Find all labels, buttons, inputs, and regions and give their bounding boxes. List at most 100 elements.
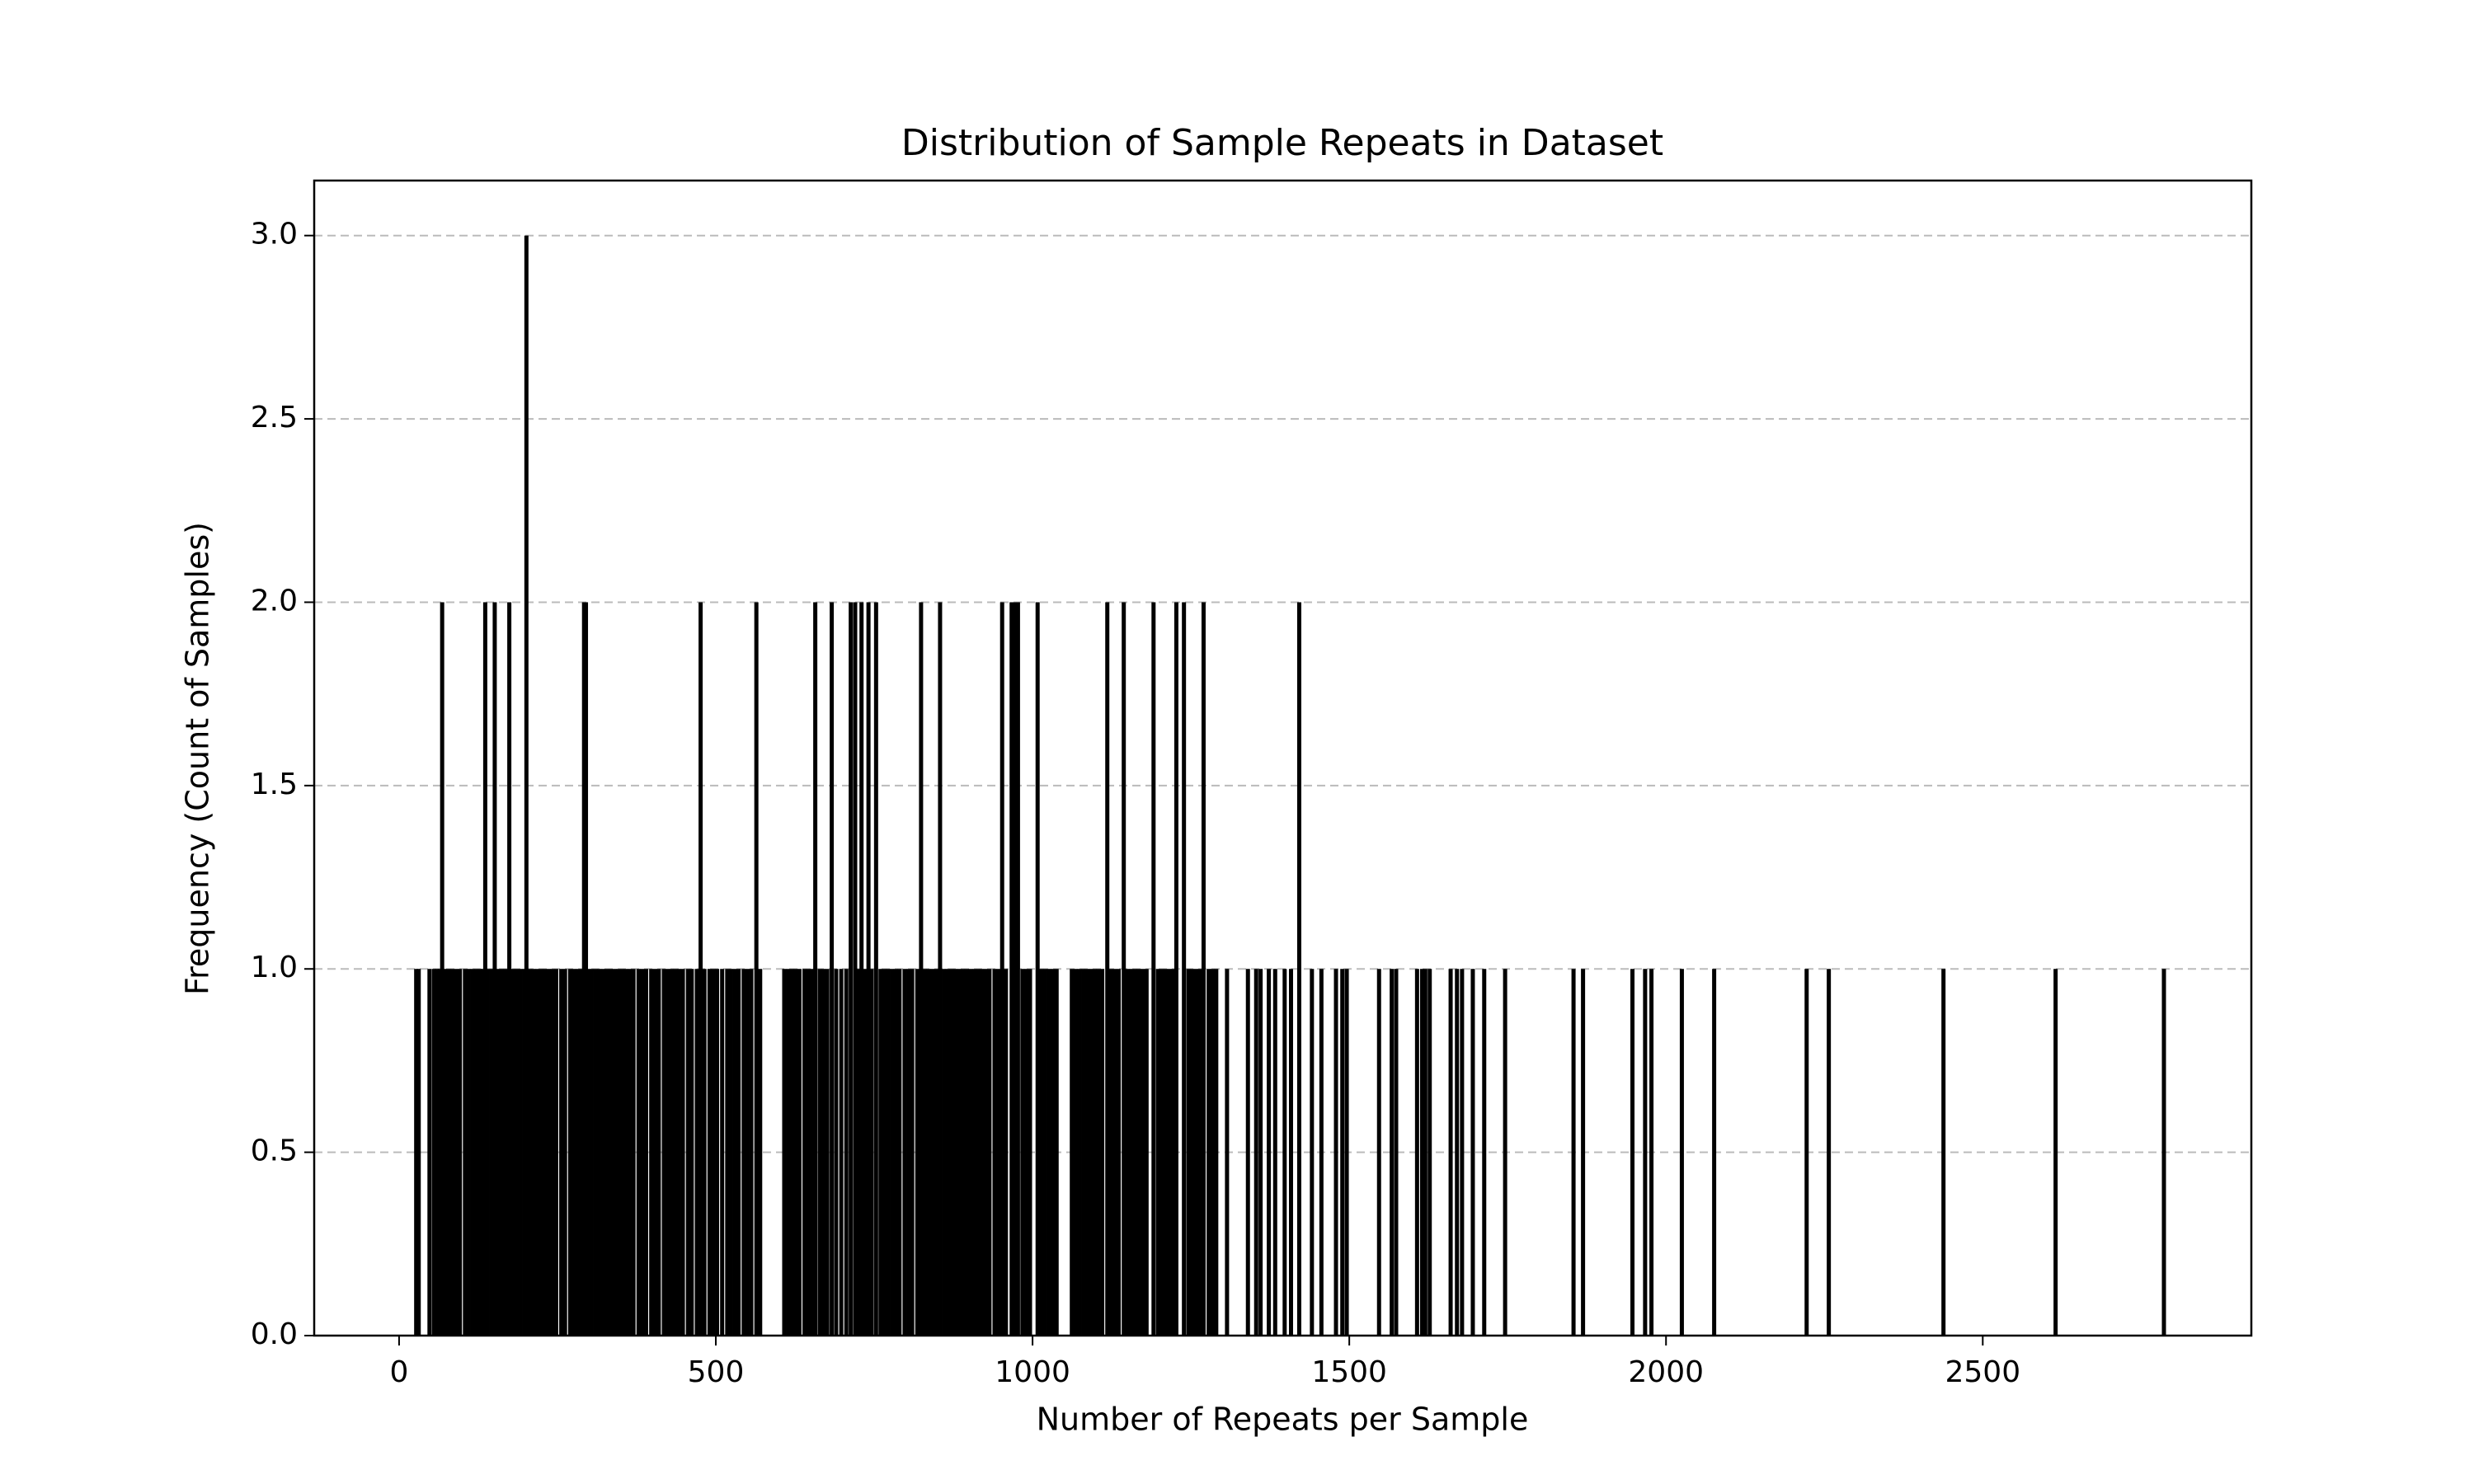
bar [1151,602,1156,1336]
x-tick-label: 1500 [1311,1355,1387,1389]
bar [897,969,902,1336]
bar [507,602,512,1336]
bar [628,969,633,1336]
bar [1133,969,1138,1336]
bar [1051,969,1056,1336]
y-tick-label: 0.0 [251,1317,298,1351]
bar [1167,969,1172,1336]
bar [442,969,447,1336]
bar [1214,969,1219,1336]
bar [474,969,479,1336]
bar [1482,969,1487,1336]
bar [1319,969,1324,1336]
bar [1015,602,1020,1336]
bar [1460,969,1465,1336]
bar [669,969,674,1336]
bar [1186,969,1191,1336]
bar [1089,969,1094,1336]
bar [616,969,621,1336]
bar [980,969,985,1336]
bar [910,969,915,1336]
bar [1020,969,1025,1336]
bar [1155,969,1160,1336]
bar [593,969,598,1336]
bar [745,969,750,1336]
bar [431,969,436,1336]
bar [987,969,992,1336]
bar [446,969,451,1336]
bar [435,969,440,1336]
bar [1272,969,1277,1336]
bar [644,969,649,1336]
bar [623,969,628,1336]
x-tick-label: 2000 [1628,1355,1704,1389]
bar [926,969,931,1336]
bar [1035,602,1040,1336]
bar [1174,602,1178,1336]
x-tick-label: 500 [688,1355,745,1389]
bar [1159,969,1164,1336]
bar [698,602,703,1336]
bar [485,969,490,1336]
bar [996,969,1001,1336]
bar [1258,969,1263,1336]
bar [945,969,950,1336]
bar [749,969,754,1336]
bar [527,969,532,1336]
bar [1171,969,1176,1336]
bar [1712,969,1717,1336]
bar [859,602,864,1336]
bar [499,969,504,1336]
bar [915,969,920,1336]
bar [608,969,613,1336]
bar [1092,969,1097,1336]
bar [1427,969,1432,1336]
bar [834,969,839,1336]
bar [1310,969,1315,1336]
bar [983,969,988,1336]
bar [1571,969,1576,1336]
bar [567,969,572,1336]
x-axis-label: Number of Repeats per Sample [1037,1402,1529,1438]
bar [680,969,685,1336]
bar [968,969,973,1336]
bar [470,969,475,1336]
bar [797,969,802,1336]
bar [741,969,746,1336]
bar [689,969,694,1336]
bar [1390,969,1395,1336]
bar [1333,969,1338,1336]
bar [1206,969,1211,1336]
bar [1245,969,1250,1336]
bar [559,969,564,1336]
bar [1827,969,1832,1336]
bar [1581,969,1586,1336]
bar [666,969,670,1336]
bar [720,969,725,1336]
bar [534,969,539,1336]
bar [886,969,891,1336]
bar [802,969,807,1336]
bar [518,969,523,1336]
bar [1144,969,1149,1336]
bar [938,602,943,1336]
bar [1004,969,1009,1336]
bar [656,969,661,1336]
bar [1084,969,1089,1336]
bar [612,969,617,1336]
bar [1296,602,1301,1336]
bar [821,969,826,1336]
bar [1136,969,1141,1336]
bar [463,969,468,1336]
bar [673,969,678,1336]
bar [873,602,878,1336]
bar [1108,969,1113,1336]
bar [1503,969,1507,1336]
bar [416,969,421,1336]
bar [934,969,938,1336]
bar [454,969,459,1336]
bar [732,969,737,1336]
bar [619,969,624,1336]
bar [853,602,858,1336]
